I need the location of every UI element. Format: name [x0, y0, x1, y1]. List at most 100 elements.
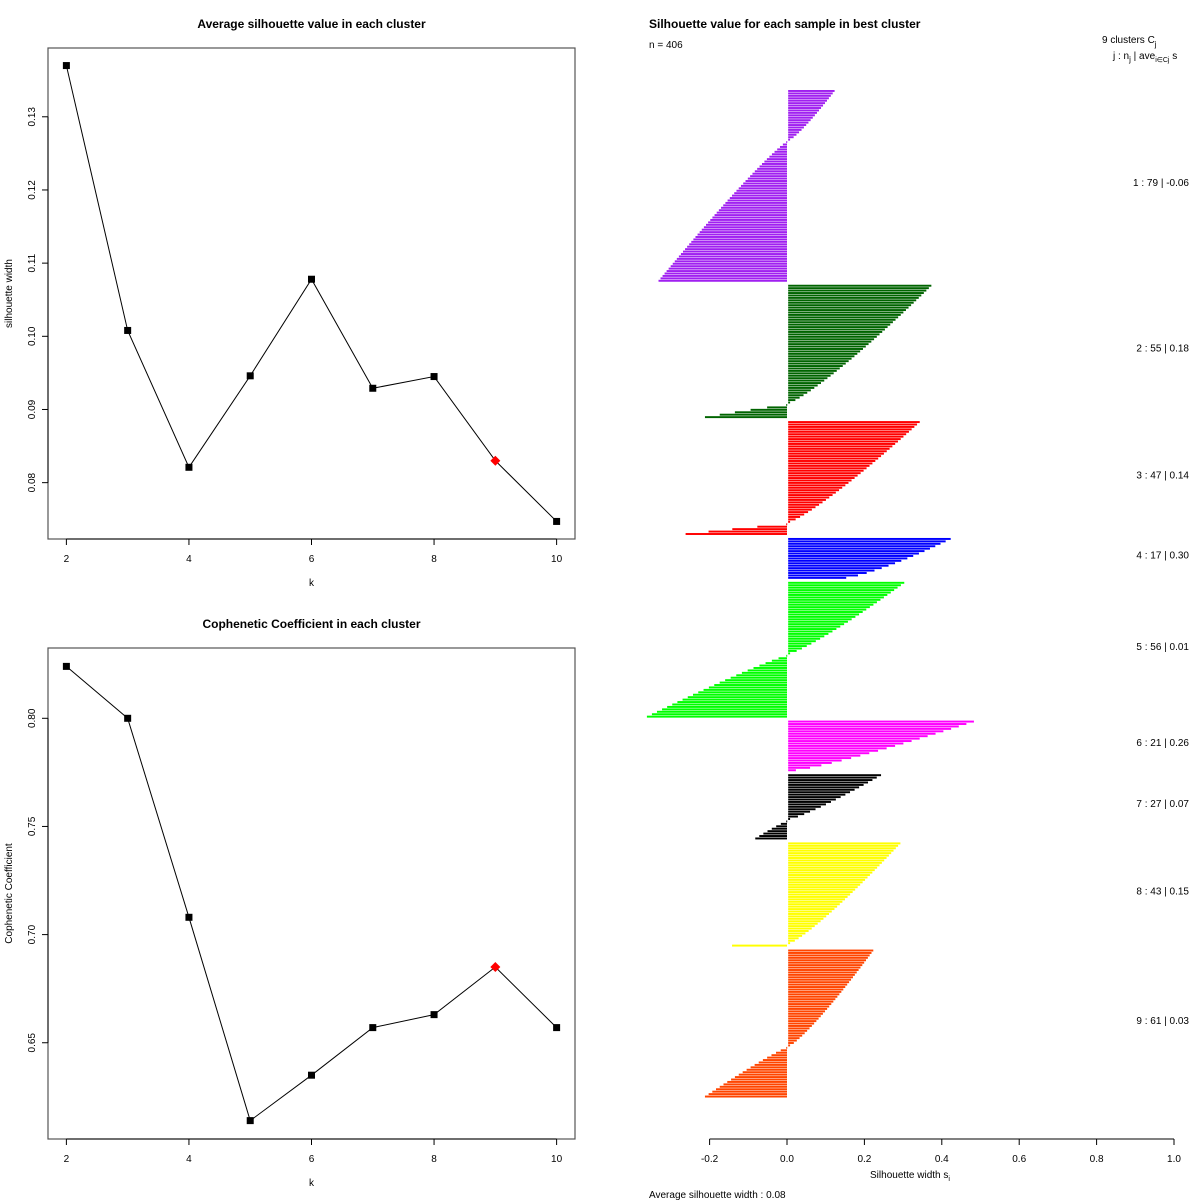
- silhouette-bar: [788, 299, 917, 302]
- silhouette-bar: [788, 313, 901, 316]
- silhouette-bar: [691, 240, 787, 243]
- x-tick-label: 1.0: [1167, 1154, 1181, 1165]
- silhouette-bar: [666, 270, 787, 273]
- silhouette-bar: [788, 557, 908, 560]
- silhouette-chart: Silhouette value for each sample in best…: [646, 17, 1189, 1200]
- silhouette-bar: [759, 165, 787, 168]
- silhouette-bar: [761, 163, 787, 165]
- silhouette-bar: [788, 394, 804, 397]
- silhouette-bar: [788, 735, 928, 738]
- silhouette-bar: [788, 119, 811, 122]
- silhouette-bar: [788, 355, 855, 358]
- silhouette-bar: [788, 401, 791, 404]
- silhouette-bar: [779, 145, 787, 148]
- x-tick-label: 0.2: [857, 1154, 871, 1165]
- silhouette-bar: [788, 389, 811, 392]
- silhouette-bar: [786, 1046, 788, 1049]
- x-axis-label: k: [309, 1178, 315, 1189]
- silhouette-bar: [786, 141, 788, 144]
- silhouette-bar: [767, 1056, 787, 1059]
- silhouette-bar: [788, 969, 859, 971]
- silhouette-bar: [786, 820, 788, 823]
- silhouette-bar: [788, 128, 802, 131]
- cluster-legend-entry: 4 : 17 | 0.30: [1136, 551, 1189, 562]
- silhouette-bar: [788, 725, 959, 728]
- silhouette-bar: [788, 377, 828, 380]
- silhouette-bar: [788, 552, 919, 555]
- silhouette-bar: [788, 136, 794, 139]
- silhouette-bar: [788, 640, 816, 643]
- silhouette-bar: [746, 1068, 787, 1071]
- silhouette-bar: [788, 133, 797, 136]
- silhouette-bar: [697, 233, 787, 236]
- silhouette-bar: [693, 238, 787, 241]
- silhouette-bar: [725, 679, 787, 682]
- silhouette-bar: [788, 854, 889, 857]
- x-tick-label: 2: [64, 1154, 70, 1165]
- silhouette-bar: [708, 1093, 787, 1096]
- silhouette-bar: [788, 430, 909, 433]
- silhouette-bar: [788, 433, 907, 436]
- silhouette-bar: [712, 1090, 787, 1093]
- silhouette-bar: [788, 781, 869, 784]
- data-point-k7: [369, 384, 377, 392]
- silhouette-bar: [788, 559, 902, 562]
- silhouette-bar: [788, 564, 889, 567]
- silhouette-bar: [788, 601, 877, 604]
- silhouette-bar: [708, 221, 787, 224]
- silhouette-bar: [788, 1015, 821, 1018]
- silhouette-bar: [725, 201, 787, 204]
- silhouette-bar: [788, 861, 882, 864]
- x-tick-label: 4: [186, 1154, 192, 1165]
- silhouette-bar: [727, 1080, 787, 1083]
- legend-header-subscript: j: [1128, 55, 1131, 64]
- silhouette-bar: [758, 1061, 787, 1064]
- plot-frame: [47, 47, 576, 540]
- silhouette-bar: [788, 498, 826, 501]
- silhouette-bar: [788, 800, 831, 803]
- silhouette-bar: [674, 260, 787, 263]
- silhouette-bar: [786, 403, 788, 406]
- silhouette-bar: [788, 596, 884, 599]
- silhouette-bar: [716, 211, 787, 214]
- silhouette-bar: [662, 274, 787, 277]
- silhouette-bar: [788, 489, 840, 492]
- silhouette-bar: [788, 515, 801, 518]
- silhouette-bar: [788, 1034, 803, 1037]
- silhouette-bar: [747, 177, 787, 180]
- silhouette-bar: [730, 676, 787, 679]
- data-point-k7: [369, 1024, 377, 1032]
- silhouette-bar: [660, 277, 787, 280]
- silhouette-bar: [788, 881, 863, 884]
- x-tick-label: 4: [186, 554, 192, 565]
- silhouette-bar: [729, 197, 787, 200]
- data-point-k6: [308, 1071, 315, 1079]
- silhouette-bar: [771, 659, 787, 662]
- silhouette-bar: [788, 321, 893, 324]
- silhouette-bar: [788, 805, 821, 808]
- x-axis-label: k: [309, 578, 315, 589]
- silhouette-bar: [788, 576, 847, 579]
- silhouette-bar: [788, 306, 909, 309]
- silhouette-bar: [685, 248, 787, 251]
- silhouette-bar: [667, 705, 787, 708]
- cluster-legend-entry: 3 : 47 | 0.14: [1136, 470, 1189, 481]
- silhouette-bar: [788, 1017, 819, 1020]
- cluster-2-bars: [704, 284, 932, 419]
- silhouette-bar: [788, 608, 867, 611]
- x-tick-label: 2: [64, 554, 70, 565]
- silhouette-bar: [788, 766, 811, 769]
- silhouette-bar: [704, 1095, 787, 1098]
- silhouette-bar: [788, 752, 870, 755]
- silhouette-bar: [788, 1044, 791, 1047]
- silhouette-bar: [788, 1024, 812, 1027]
- silhouette-bar: [718, 209, 787, 212]
- silhouette-bar: [788, 603, 874, 606]
- silhouette-bar: [788, 1042, 794, 1044]
- silhouette-bar: [788, 971, 857, 974]
- silhouette-bar: [714, 214, 787, 217]
- legend-header-ave: | ave: [1131, 51, 1156, 62]
- silhouette-bar: [788, 966, 861, 969]
- silhouette-bar: [788, 927, 812, 930]
- silhouette-bar: [788, 369, 837, 372]
